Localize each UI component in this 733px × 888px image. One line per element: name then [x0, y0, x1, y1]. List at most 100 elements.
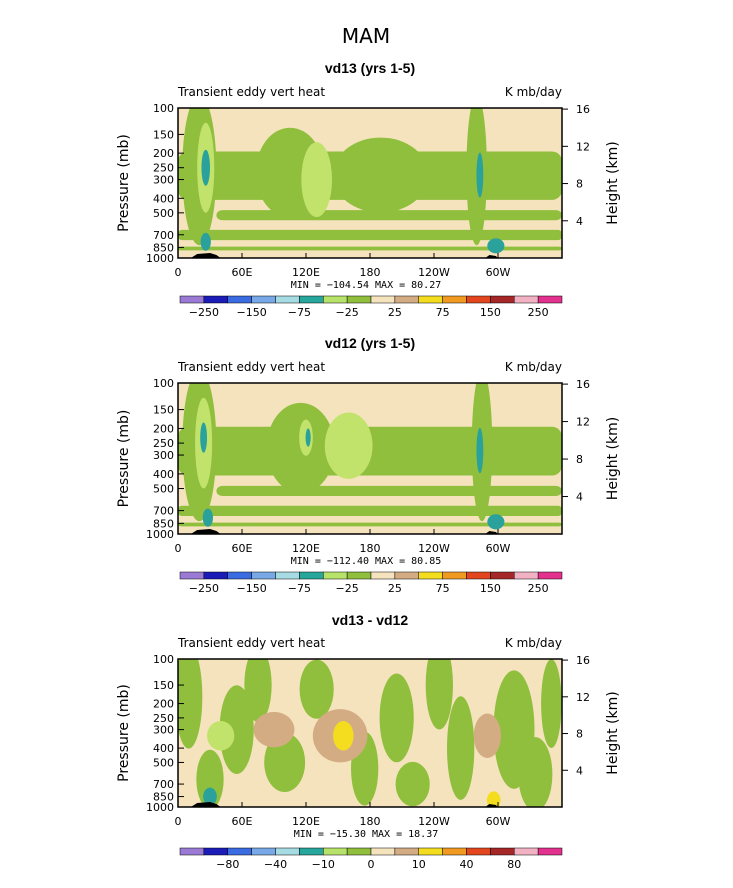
x-tick-label: 120E [292, 542, 320, 555]
colorbar-swatch [418, 571, 443, 580]
x-tick-label: 60W [486, 266, 511, 279]
green-patch [299, 659, 334, 719]
colorbar-label: −250 [189, 306, 219, 319]
colorbar-swatch [442, 295, 467, 304]
colorbar-label: −75 [288, 582, 311, 595]
green-band-mid [216, 485, 562, 496]
colorbar-label: 250 [528, 582, 549, 595]
y-tick-label: 250 [153, 712, 174, 725]
colorbar-swatch [275, 847, 300, 856]
y-tick-label: 500 [153, 756, 174, 769]
y-tick-label: 300 [153, 174, 174, 187]
colorbar-label: 150 [480, 582, 501, 595]
green-patch [447, 696, 475, 800]
colorbar-label: −250 [189, 582, 219, 595]
panel-3: vd13 - vd12 Transient eddy vert heat K mb/… [116, 612, 621, 871]
panel-2: vd12 (yrs 1-5)Transient eddy vert heat K … [116, 335, 621, 595]
y-tick-label: 200 [153, 147, 174, 160]
field-label: Transient eddy vert heat [177, 636, 325, 650]
colorbar-swatch [418, 847, 443, 856]
y-tick-label: 500 [153, 207, 174, 220]
y-tick-label: 500 [153, 483, 174, 496]
colorbar-swatch [514, 295, 539, 304]
colorbar-swatch [394, 847, 419, 856]
colorbar-swatch [346, 295, 372, 304]
y-tick-label: 400 [153, 468, 174, 481]
green-band-surface [178, 246, 562, 251]
colorbar-swatch [251, 847, 276, 856]
colorbar-label: 150 [480, 306, 501, 319]
colorbar-label: −25 [336, 306, 359, 319]
contour-teal [487, 514, 505, 530]
y-tick-label: 850 [153, 791, 174, 804]
y-tick-label: 100 [153, 377, 174, 390]
green-patch [518, 737, 553, 807]
y-tick-label: 150 [153, 679, 174, 692]
colorbar-label: −10 [312, 858, 335, 871]
colorbar-swatch [370, 847, 396, 856]
colorbar-swatch [179, 571, 205, 580]
panel-title: vd13 - vd12 [332, 612, 408, 628]
y-tick-label: 250 [153, 437, 174, 450]
colorbar-swatch [299, 571, 324, 580]
y-tick-label: 300 [153, 724, 174, 737]
green-patch [379, 673, 414, 763]
y2-tick-label: 4 [576, 215, 583, 228]
x-tick-label: 60W [486, 815, 511, 828]
colorbar-label: −25 [336, 582, 359, 595]
units-label: K mb/day [505, 636, 562, 650]
colorbar-swatch [490, 295, 515, 304]
colorbar-swatch [514, 847, 539, 856]
colorbar-swatch [346, 571, 372, 580]
y-tick-label: 1000 [146, 528, 174, 541]
y-tick-label: 250 [153, 162, 174, 175]
y-tick-label: 400 [153, 742, 174, 755]
y-axis-title: Pressure (mb) [116, 410, 132, 508]
y2-tick-label: 4 [576, 764, 583, 777]
topography [190, 253, 221, 258]
colorbar-swatch [299, 847, 324, 856]
colorbar-label: 250 [528, 306, 549, 319]
y2-tick-label: 12 [576, 416, 590, 429]
contour-teal [476, 152, 484, 198]
x-tick-label: 0 [175, 266, 182, 279]
colorbar-swatch [179, 847, 205, 856]
colorbar-label: −150 [237, 582, 267, 595]
colorbar-label: 40 [460, 858, 474, 871]
green-patch [244, 659, 272, 723]
green-band-lower [178, 229, 562, 241]
x-tick-label: 120E [292, 815, 320, 828]
min-max-stats: MIN = −112.40 MAX = 80.85 [291, 556, 442, 567]
colorbar-swatch [394, 571, 419, 580]
colorbar-swatch [203, 847, 228, 856]
topography [190, 802, 221, 807]
y2-tick-label: 16 [576, 654, 590, 667]
colorbar-swatch [323, 295, 348, 304]
colorbar-label: 80 [507, 858, 521, 871]
contour-tan [473, 713, 501, 758]
y-axis-title: Pressure (mb) [116, 684, 132, 782]
y-tick-label: 700 [153, 229, 174, 242]
contour-tan [253, 711, 295, 748]
figure-title: MAM [342, 24, 390, 48]
y-tick-label: 700 [153, 778, 174, 791]
y-tick-label: 200 [153, 698, 174, 711]
colorbar: −80 −40 −10 0 10 40 80 [179, 847, 563, 871]
contour-teal [202, 508, 213, 527]
y-tick-label: 100 [153, 653, 174, 666]
colorbar-swatch [370, 295, 396, 304]
y2-tick-label: 8 [576, 453, 583, 466]
colorbar-swatch [442, 847, 467, 856]
colorbar-swatch [323, 847, 348, 856]
colorbar-swatch [251, 571, 276, 580]
y2-tick-label: 12 [576, 140, 590, 153]
colorbar-swatch [514, 571, 539, 580]
x-tick-label: 60E [232, 815, 253, 828]
contour-yellow [486, 791, 501, 807]
colorbar-label: −40 [264, 858, 287, 871]
green-patch [395, 761, 430, 807]
colorbar: −250 −150 −75 −25 25 75 150 250 [179, 571, 563, 595]
colorbar-swatch [418, 295, 443, 304]
units-label: K mb/day [505, 360, 562, 374]
min-max-stats: MIN = −15.30 MAX = 18.37 [294, 829, 439, 840]
